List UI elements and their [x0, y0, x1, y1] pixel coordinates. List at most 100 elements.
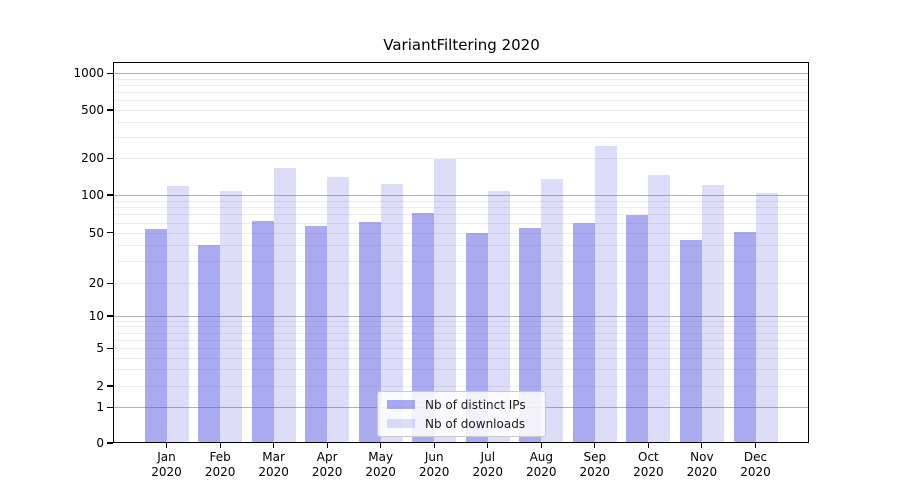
bar-dec-downloads	[755, 193, 778, 443]
gridline-minor-7	[114, 332, 809, 334]
chart-title: VariantFiltering 2020	[383, 36, 540, 54]
y-tick-label-5: 5	[96, 341, 104, 356]
y-tick-label-2: 2	[96, 379, 104, 393]
x-tick-oct	[647, 443, 649, 448]
x-tick-label-sep: Sep 2020	[563, 450, 627, 480]
gridline-minor-400	[114, 121, 809, 123]
x-tick-label-jun: Jun 2020	[402, 450, 466, 480]
x-tick-jun	[433, 443, 435, 448]
y-tick-0	[107, 442, 113, 444]
x-tick-year: 2020	[740, 465, 771, 479]
gridline-minor-900	[114, 78, 809, 80]
gridline-minor-8	[114, 326, 809, 328]
bar-jun-distinct-ips	[412, 212, 435, 443]
bar-apr-downloads	[327, 176, 350, 443]
gridline-minor-700	[114, 92, 809, 94]
y-tick-label-50: 50	[88, 225, 104, 240]
bar-mar-distinct-ips	[251, 221, 274, 443]
bar-sep-downloads	[594, 146, 617, 443]
x-tick-year: 2020	[258, 465, 289, 479]
gridline-minor-5	[114, 348, 809, 350]
x-tick-year: 2020	[365, 465, 396, 479]
y-tick-label-1: 1	[96, 400, 104, 415]
bar-oct-downloads	[648, 174, 671, 443]
gridline-minor-3	[114, 369, 809, 371]
y-tick-2	[107, 385, 113, 387]
gridline-minor-600	[114, 100, 809, 102]
gridline-minor-70	[114, 214, 809, 216]
gridline-minor-90	[114, 200, 809, 202]
x-tick-jan	[165, 443, 168, 448]
gridline-minor-300	[114, 136, 809, 138]
bar-apr-distinct-ips	[305, 225, 328, 443]
bar-aug-downloads	[541, 179, 564, 443]
bar-dec-distinct-ips	[733, 231, 756, 443]
gridline-minor-80	[114, 207, 809, 209]
gridline-minor-20	[114, 283, 809, 285]
gridline-minor-50	[114, 232, 809, 234]
x-tick-label-mar: Mar 2020	[242, 450, 306, 480]
gridline-minor-6	[114, 339, 809, 341]
y-tick-label-0: 0	[96, 436, 104, 450]
bar-aug-distinct-ips	[519, 227, 542, 443]
bar-sep-distinct-ips	[572, 222, 595, 443]
gridline-minor-60	[114, 222, 809, 224]
legend-item-distinct-ips: Nb of distinct IPs	[387, 397, 536, 413]
x-tick-year: 2020	[204, 465, 236, 479]
gridline-major-100	[114, 195, 809, 196]
y-tick-label-10: 10	[88, 309, 104, 323]
x-tick-label-feb: Feb 2020	[188, 450, 252, 480]
x-tick-year: 2020	[311, 465, 343, 479]
x-tick-sep	[594, 443, 596, 448]
bar-jul-downloads	[487, 190, 510, 443]
bar-mar-downloads	[273, 168, 296, 443]
x-tick-label-nov: Nov 2020	[670, 450, 734, 480]
legend-swatch-distinct-ips	[387, 400, 415, 409]
legend-label-downloads: Nb of downloads	[425, 416, 526, 431]
x-tick-year: 2020	[686, 465, 718, 479]
bar-jun-downloads	[434, 158, 457, 443]
gridline-minor-9	[114, 320, 809, 322]
legend-label-distinct-ips: Nb of distinct IPs	[425, 397, 526, 412]
gridline-major-1000	[114, 73, 809, 75]
gridline-minor-200	[114, 158, 809, 160]
x-tick-jul	[487, 443, 489, 448]
legend-item-downloads: Nb of downloads	[387, 416, 536, 432]
bar-nov-downloads	[701, 184, 724, 443]
y-tick-label-1000: 1000	[73, 66, 104, 81]
y-tick-200	[107, 157, 113, 159]
bar-may-distinct-ips	[358, 221, 381, 443]
x-tick-year: 2020	[418, 465, 450, 479]
x-tick-aug	[540, 443, 542, 448]
y-tick-1	[107, 406, 113, 408]
gridline-minor-800	[114, 85, 809, 87]
x-tick-year: 2020	[472, 465, 504, 479]
x-tick-label-oct: Oct 2020	[616, 450, 680, 480]
gridline-minor-40	[114, 245, 809, 246]
y-tick-5	[107, 347, 113, 349]
x-tick-label-may: May 2020	[349, 450, 413, 480]
x-tick-year: 2020	[633, 465, 664, 479]
gridline-minor-500	[114, 110, 809, 111]
x-tick-year: 2020	[526, 465, 557, 479]
y-tick-1000	[107, 72, 113, 74]
y-tick-10	[107, 315, 113, 317]
bar-nov-distinct-ips	[679, 239, 702, 443]
bar-may-downloads	[380, 184, 403, 443]
x-tick-apr	[326, 443, 328, 448]
bar-jul-distinct-ips	[465, 232, 488, 443]
x-tick-mar	[273, 443, 275, 448]
legend-swatch-downloads	[387, 419, 415, 428]
y-tick-label-100: 100	[81, 188, 104, 202]
y-tick-label-500: 500	[81, 103, 104, 117]
gridline-minor-4	[114, 357, 809, 359]
x-tick-year: 2020	[579, 465, 611, 479]
legend: Nb of distinct IPs Nb of downloads	[377, 391, 546, 437]
x-tick-year: 2020	[151, 465, 182, 479]
y-tick-50	[107, 232, 113, 234]
y-tick-20	[107, 282, 113, 284]
gridline-minor-30	[114, 260, 809, 262]
y-tick-label-200: 200	[81, 151, 104, 166]
x-tick-label-aug: Aug 2020	[509, 450, 573, 480]
